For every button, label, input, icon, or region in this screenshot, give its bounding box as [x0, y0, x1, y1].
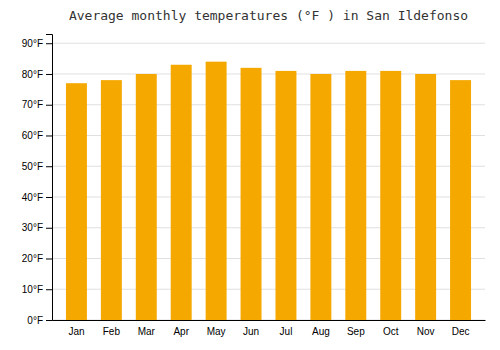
- plot: 0°F 10°F 20°F 30°F 40°F 50°F 60°F 70°F 80°F 90°F J…: [22, 35, 486, 338]
- tick-label: 30°F: [22, 222, 43, 233]
- tick: Jun: [243, 326, 259, 337]
- tick: Feb: [103, 326, 121, 337]
- x-axis: Jan Feb Mar Apr May Jun Jul Aug Sep Oct Nov Dec: [53, 321, 486, 338]
- bar: [241, 68, 262, 320]
- tick: Jul: [280, 326, 293, 337]
- bar: [101, 80, 122, 320]
- tick-label: Dec: [452, 326, 470, 337]
- tick-label: 60°F: [22, 130, 43, 141]
- tick-label: Mar: [138, 326, 156, 337]
- tick-mark: [46, 228, 52, 229]
- bars: [66, 62, 471, 320]
- tick: Jan: [68, 326, 84, 337]
- axis-line: [46, 35, 53, 321]
- tick-label: 10°F: [22, 284, 43, 295]
- tick: Nov: [417, 326, 435, 337]
- tick-label: 0°F: [27, 315, 43, 326]
- tick-label: 20°F: [22, 253, 43, 264]
- tick: 80°F: [22, 69, 52, 80]
- bar: [206, 62, 227, 320]
- grid-line: [52, 43, 485, 44]
- tick: 0°F: [27, 315, 52, 326]
- tick-label: 50°F: [22, 161, 43, 172]
- bar: [415, 74, 436, 320]
- tick-label: Jan: [68, 326, 84, 337]
- tick: Apr: [173, 326, 189, 337]
- bar: [66, 83, 87, 320]
- title: Average monthly temperatures (°F ) in Sa…: [69, 8, 468, 23]
- bar: [136, 74, 157, 320]
- grid: [52, 43, 485, 320]
- tick-label: Nov: [417, 326, 435, 337]
- tick: 60°F: [22, 130, 52, 141]
- tick: Aug: [312, 326, 330, 337]
- tick: 90°F: [22, 38, 52, 49]
- tick: Dec: [452, 326, 470, 337]
- chart: 0°F 10°F 20°F 30°F 40°F 50°F 60°F 70°F 80°F 90°F J…: [0, 0, 500, 350]
- bar: [345, 71, 366, 320]
- tick-label: Apr: [173, 326, 189, 337]
- bar: [171, 65, 192, 320]
- tick-mark: [46, 166, 52, 167]
- tick-label: 80°F: [22, 69, 43, 80]
- tick-label: 70°F: [22, 99, 43, 110]
- tick-label: Jun: [243, 326, 259, 337]
- tick: 20°F: [22, 253, 52, 264]
- tick-mark: [46, 258, 52, 259]
- tick: 70°F: [22, 99, 52, 110]
- tick: 50°F: [22, 161, 52, 172]
- bar: [450, 80, 471, 320]
- tick-mark: [46, 74, 52, 75]
- bar: [310, 74, 331, 320]
- axis-line: [53, 320, 486, 321]
- y-axis: 0°F 10°F 20°F 30°F 40°F 50°F 60°F 70°F 80°F 90°F: [22, 35, 53, 326]
- tick-mark: [46, 105, 52, 106]
- tick: 30°F: [22, 222, 52, 233]
- tick: Mar: [138, 326, 156, 337]
- bar: [275, 71, 296, 320]
- tick-label: 90°F: [22, 38, 43, 49]
- tick-mark: [46, 289, 52, 290]
- tick-label: 40°F: [22, 192, 43, 203]
- tick: May: [207, 326, 226, 337]
- tick-label: May: [207, 326, 226, 337]
- tick-label: Aug: [312, 326, 330, 337]
- tick-mark: [46, 320, 52, 321]
- tick-label: Sep: [347, 326, 365, 337]
- tick-mark: [46, 43, 52, 44]
- tick: 10°F: [22, 284, 52, 295]
- tick: Sep: [347, 326, 365, 337]
- tick-label: Jul: [280, 326, 293, 337]
- tick-mark: [46, 197, 52, 198]
- tick: Oct: [383, 326, 399, 337]
- tick-mark: [46, 135, 52, 136]
- tick-label: Feb: [103, 326, 121, 337]
- bar: [380, 71, 401, 320]
- tick: 40°F: [22, 192, 52, 203]
- tick-label: Oct: [383, 326, 399, 337]
